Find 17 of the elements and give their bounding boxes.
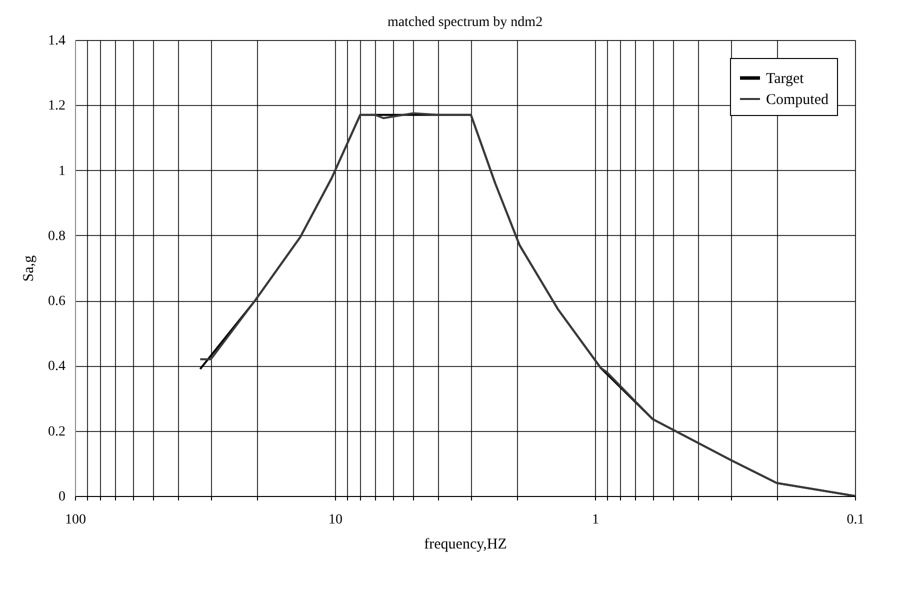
y-tick-label: 1.2 (48, 98, 66, 114)
legend-label: Target (766, 71, 805, 87)
x-tick-label: 10 (328, 512, 342, 528)
y-tick-label: 0.8 (48, 228, 66, 244)
y-axis-title: Sa,g (21, 254, 37, 282)
y-tick-label: 0.4 (48, 359, 66, 374)
y-tick-label: 1.4 (48, 34, 66, 48)
chart-title: matched spectrum by ndm2 (387, 15, 543, 30)
x-tick-label: 1 (592, 512, 599, 528)
x-tick-label: 0.1 (846, 512, 864, 528)
x-tick-label: 100 (65, 512, 86, 528)
y-tick-label: 1 (58, 164, 66, 179)
y-tick-label: 0 (58, 490, 66, 504)
y-tick-label: 0.6 (48, 294, 66, 310)
y-tick-label: 0.2 (48, 424, 66, 440)
x-axis-title: frequency,HZ (424, 536, 507, 552)
legend-label: Computed (766, 92, 829, 108)
